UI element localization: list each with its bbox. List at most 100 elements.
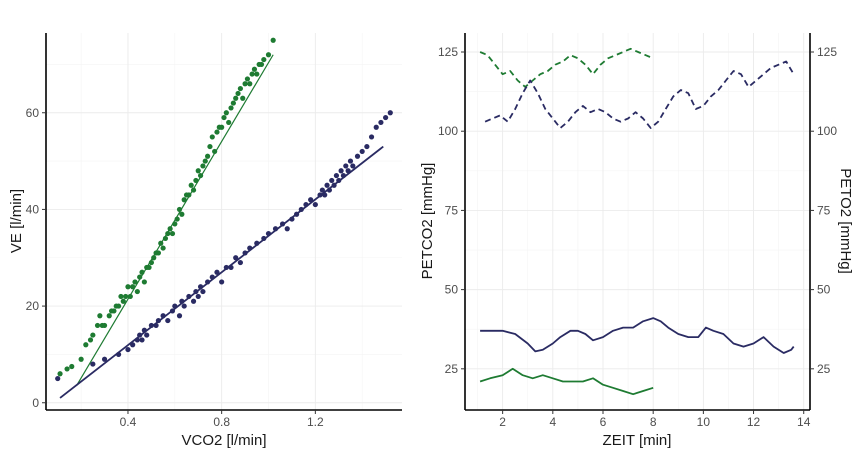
left-points [55, 37, 393, 382]
data-point-green [223, 110, 229, 116]
data-point-green [230, 100, 236, 106]
data-point-green [202, 158, 208, 164]
data-point-navy [200, 288, 206, 295]
right-left-tick-label: 125 [438, 45, 458, 59]
data-point-navy [165, 317, 171, 324]
data-point-navy [90, 361, 96, 367]
right-grid [465, 33, 810, 410]
data-point-navy [289, 216, 295, 222]
data-point-green [141, 279, 147, 285]
data-point-green [167, 226, 173, 232]
data-point-green [233, 95, 239, 101]
data-point-navy [247, 245, 253, 251]
right-right-tick-label: 25 [817, 362, 831, 376]
data-point-green [148, 259, 154, 266]
data-point-navy [333, 172, 340, 179]
data-point-green [200, 163, 206, 169]
data-point-navy [322, 192, 328, 198]
data-point-navy [219, 279, 225, 285]
data-point-green [186, 192, 192, 198]
data-point-green [254, 71, 260, 77]
data-point-navy [368, 134, 375, 140]
data-point-green [125, 284, 131, 290]
series-line-navy-dashed [484, 60, 795, 129]
data-point-green [127, 293, 133, 300]
data-point-green [219, 124, 225, 130]
data-point-navy [214, 269, 220, 275]
data-point-navy [195, 293, 201, 300]
data-point-navy [340, 172, 347, 179]
data-point-navy [308, 197, 314, 203]
data-point-navy [228, 264, 234, 271]
data-point-green [240, 95, 246, 101]
data-point-navy [186, 293, 192, 300]
data-point-navy [329, 177, 335, 184]
data-point-navy [326, 187, 332, 193]
data-point-navy [387, 110, 393, 116]
data-point-navy [223, 264, 229, 271]
data-point-green [137, 274, 143, 280]
data-point-navy [279, 221, 286, 227]
data-point-green [172, 221, 178, 227]
data-point-navy [137, 332, 143, 338]
right-x-tick-label: 8 [650, 415, 657, 429]
left-y-tick-label: 60 [26, 106, 40, 120]
data-point-navy [190, 298, 197, 304]
data-point-green [97, 313, 103, 319]
data-point-green [226, 119, 232, 126]
right-x-tick-label: 2 [499, 415, 506, 429]
data-point-navy [242, 250, 248, 256]
right-y-axis-title-right: PETO2 [mmHg] [837, 168, 854, 274]
data-point-navy [179, 298, 185, 304]
right-right-tick-label: 100 [817, 124, 837, 138]
data-point-navy [317, 192, 323, 198]
data-point-green [228, 105, 234, 111]
data-point-navy [130, 342, 136, 348]
data-point-green [221, 114, 227, 121]
data-point-navy [197, 284, 204, 290]
left-y-axis-title: VE [l/min] [8, 189, 25, 253]
data-point-navy [364, 143, 370, 150]
left-ticks: 0.4 0.8 1.2 0 20 40 60 [26, 106, 324, 429]
right-x-tick-label: 10 [697, 415, 711, 429]
data-point-navy [383, 114, 389, 121]
data-point-navy [272, 226, 279, 232]
data-point-green [261, 56, 267, 63]
data-point-navy [261, 235, 267, 242]
left-x-axis-title: VCO2 [l/min] [181, 432, 266, 449]
data-point-navy [345, 168, 351, 174]
data-point-green [169, 230, 176, 237]
data-point-green [197, 172, 204, 179]
data-point-navy [176, 313, 183, 319]
left-grid [46, 33, 402, 410]
data-point-navy [350, 163, 356, 169]
data-point-green [179, 211, 185, 217]
data-point-navy [233, 255, 239, 261]
data-point-navy [298, 206, 304, 213]
data-point-navy [338, 168, 344, 174]
right-y-axis-title-left: PETCO2 [mmHg] [419, 163, 436, 280]
data-point-green [87, 337, 94, 343]
data-point-green [214, 129, 220, 135]
data-point-green [193, 177, 199, 184]
data-point-green [162, 235, 169, 242]
data-point-navy [347, 158, 354, 164]
left-panel-chart: 0.4 0.8 1.2 0 20 40 60 VCO2 [l/min] VE [l/min] [8, 33, 402, 449]
data-point-navy [284, 226, 290, 232]
right-left-tick-label: 100 [438, 124, 458, 138]
data-point-green [195, 168, 201, 174]
data-point-navy [237, 259, 243, 266]
data-point-green [94, 322, 101, 329]
data-point-green [83, 342, 89, 348]
data-point-green [101, 322, 108, 329]
data-point-green [111, 308, 117, 314]
data-point-navy [319, 187, 325, 193]
data-point-navy [354, 153, 361, 159]
data-point-navy [312, 201, 318, 208]
data-point-green [247, 81, 253, 87]
data-point-green [160, 245, 166, 251]
data-point-green [176, 206, 183, 213]
data-point-navy [193, 288, 199, 295]
data-point-green [249, 71, 255, 77]
data-point-green [134, 288, 140, 295]
